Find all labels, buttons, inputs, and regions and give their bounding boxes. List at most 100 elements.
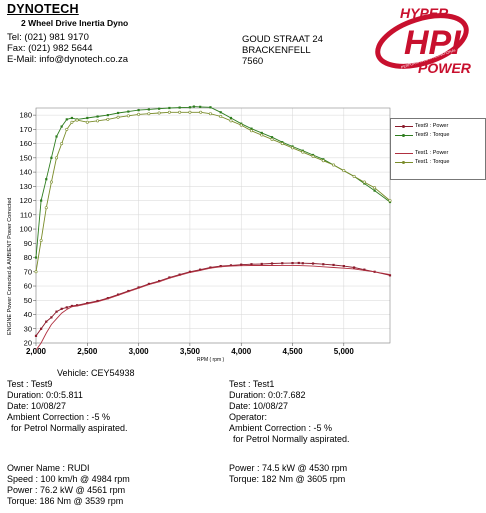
- data-point: [70, 116, 74, 120]
- series-test1-power: [35, 264, 391, 351]
- data-point: [106, 117, 110, 121]
- y-tick-label: 150: [19, 153, 32, 162]
- data-point: [297, 261, 300, 265]
- data-point: [209, 106, 212, 109]
- data-point: [311, 262, 315, 265]
- legend-item-test1-power: Test1 : Power: [395, 150, 448, 156]
- data-point: [137, 109, 140, 112]
- data-point: [199, 105, 202, 108]
- data-point: [168, 106, 171, 110]
- data-point: [65, 306, 68, 309]
- data-point: [147, 282, 150, 285]
- data-point: [116, 115, 120, 119]
- y-tick-label: 130: [19, 182, 32, 191]
- y-tick-label: 70: [24, 267, 32, 276]
- data-point: [229, 119, 233, 123]
- data-point: [363, 268, 366, 271]
- hyper-power-logo: HYPER HPI POWER PERFORMANCE INTERNATIONA…: [375, 5, 472, 76]
- logo-main-text: HPI: [404, 24, 462, 62]
- address-line-3: 7560: [242, 56, 264, 67]
- data-point: [40, 327, 43, 330]
- x-tick-label: 3,500: [180, 347, 201, 356]
- data-point: [332, 163, 336, 167]
- data-point: [147, 112, 151, 116]
- data-point: [65, 127, 69, 131]
- y-tick-label: 60: [24, 282, 32, 291]
- data-point: [96, 119, 100, 123]
- test9-ambient: Ambient Correction : -5 %: [7, 412, 111, 422]
- data-point: [209, 266, 212, 269]
- data-point: [260, 262, 263, 266]
- chart-grid: [35, 108, 390, 344]
- data-point: [280, 142, 284, 146]
- chart-series: [34, 105, 392, 351]
- data-point: [167, 110, 171, 114]
- chart-legend: Test9 : Power Test9 : Torque Test1 : Pow…: [390, 118, 486, 180]
- y-tick-label: 50: [24, 296, 32, 305]
- data-point: [65, 118, 68, 121]
- data-point: [219, 115, 223, 119]
- data-point: [342, 264, 345, 268]
- data-point: [86, 302, 89, 305]
- data-point: [127, 289, 130, 293]
- vehicle: Vehicle: CEY54938: [57, 368, 135, 378]
- test1-date: Date: 10/08/27: [229, 401, 289, 411]
- test1-duration: Duration: 0:0:7.682: [229, 390, 306, 400]
- data-point: [260, 133, 264, 137]
- data-point: [332, 263, 335, 267]
- data-point: [229, 116, 233, 120]
- data-point: [157, 111, 161, 115]
- data-point: [188, 110, 192, 114]
- address-line-2: BRACKENFELL: [242, 45, 311, 56]
- series-test1-torque: [34, 110, 392, 274]
- test9-name: Test : Test9: [7, 379, 53, 389]
- data-point: [188, 270, 192, 273]
- data-point: [34, 256, 38, 259]
- legend-swatch: [395, 124, 413, 128]
- test1-peak-power: Power : 74.5 kW @ 4530 rpm: [229, 463, 348, 473]
- x-tick-label: 5,000: [334, 347, 355, 356]
- data-point: [373, 186, 377, 190]
- data-point: [34, 334, 38, 337]
- data-point: [158, 107, 161, 110]
- data-point: [291, 146, 295, 150]
- owner-torque: Torque: 186 Nm @ 3539 rpm: [7, 496, 124, 506]
- series-line: [35, 111, 391, 272]
- data-point: [75, 118, 79, 122]
- data-point: [260, 131, 263, 135]
- data-point: [168, 276, 171, 279]
- data-point: [240, 263, 243, 266]
- data-point: [55, 135, 58, 138]
- address-line-1: GOUD STRAAT 24: [242, 34, 323, 45]
- series-test9-torque: [34, 105, 392, 259]
- series-line: [35, 262, 391, 337]
- data-point: [137, 286, 140, 289]
- data-point: [219, 264, 222, 268]
- series-test9-power: [34, 261, 392, 337]
- legend-label: Test9 : Power: [415, 123, 449, 129]
- data-point: [127, 110, 130, 113]
- legend-swatch: [395, 152, 413, 154]
- data-point: [311, 154, 315, 158]
- x-tick-label: 3,000: [129, 347, 150, 356]
- test9-date: Date: 10/08/27: [7, 401, 67, 411]
- data-point: [60, 307, 63, 310]
- y-tick-label: 100: [19, 225, 32, 234]
- data-point: [34, 270, 38, 274]
- dyno-subtitle: 2 Wheel Drive Inertia Dyno: [21, 18, 129, 28]
- data-point: [250, 127, 253, 130]
- data-point: [352, 266, 356, 269]
- data-point: [362, 180, 366, 184]
- data-point: [291, 262, 294, 265]
- legend-marker: [402, 160, 405, 164]
- chart-axes: 20 30 40 50 60 70 80 90 100 110 120 130 140 150 160 170…: [19, 107, 391, 356]
- y-tick-label: 20: [24, 339, 32, 348]
- data-point: [270, 262, 274, 265]
- test1-petrol: for Petrol Normally aspirated.: [233, 434, 350, 444]
- legend-marker: [402, 124, 405, 128]
- data-point: [250, 263, 253, 266]
- x-axis-label: RPM ( rpm ): [197, 357, 225, 363]
- data-point: [270, 136, 274, 139]
- data-point: [270, 137, 274, 141]
- y-tick-label: 110: [20, 210, 32, 219]
